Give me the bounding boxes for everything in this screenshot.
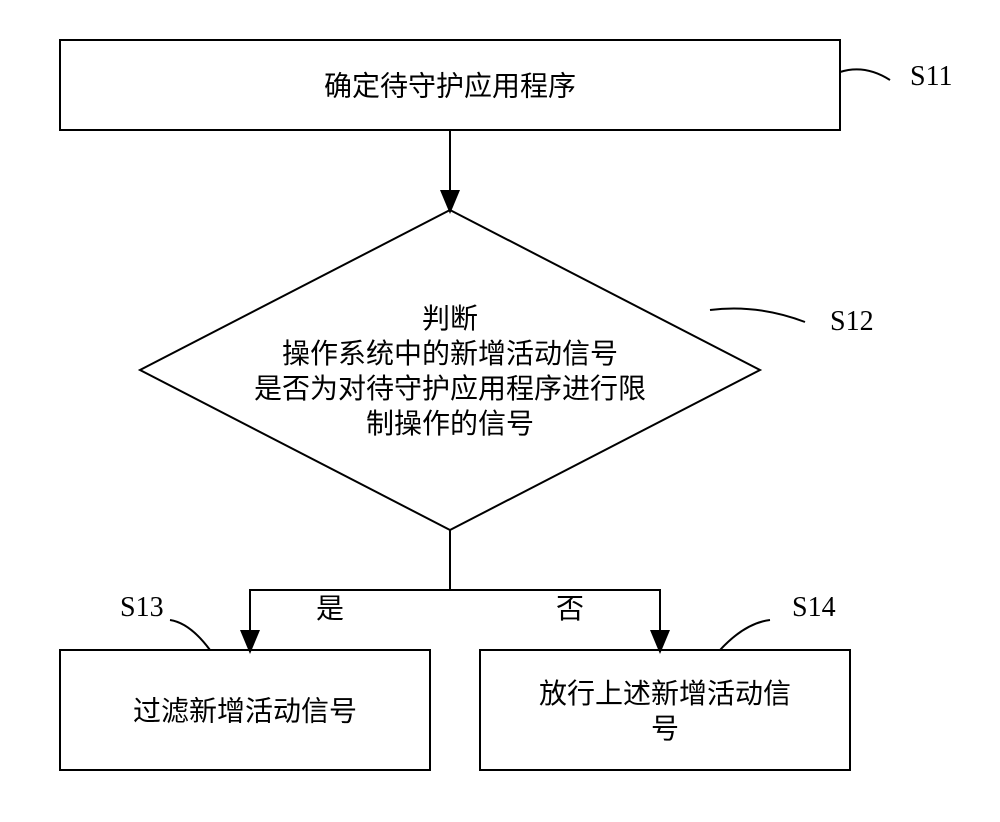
svg-text:号: 号 bbox=[651, 714, 679, 745]
svg-text:放行上述新增活动信: 放行上述新增活动信 bbox=[539, 678, 791, 710]
svg-text:确定待守护应用程序: 确定待守护应用程序 bbox=[324, 71, 576, 103]
node-s14: 放行上述新增活动信号 bbox=[480, 650, 850, 770]
svg-text:判断: 判断 bbox=[422, 303, 478, 335]
edge-label-3: 否 bbox=[556, 594, 584, 625]
svg-text:操作系统中的新增活动信号: 操作系统中的新增活动信号 bbox=[282, 338, 618, 370]
step-label-s12: S12 bbox=[830, 306, 874, 337]
step-label-s14: S14 bbox=[792, 592, 836, 623]
svg-text:制操作的信号: 制操作的信号 bbox=[366, 408, 534, 440]
svg-text:是否为对待守护应用程序进行限: 是否为对待守护应用程序进行限 bbox=[254, 373, 646, 405]
edge-2 bbox=[250, 590, 450, 650]
leader-s13 bbox=[170, 620, 210, 650]
leader-s14 bbox=[720, 620, 770, 650]
leader-s12 bbox=[710, 309, 805, 323]
node-s13: 过滤新增活动信号 bbox=[60, 650, 430, 770]
flowchart-diagram: 是否 确定待守护应用程序判断操作系统中的新增活动信号是否为对待守护应用程序进行限… bbox=[0, 0, 1000, 822]
node-s11: 确定待守护应用程序 bbox=[60, 40, 840, 130]
node-s12: 判断操作系统中的新增活动信号是否为对待守护应用程序进行限制操作的信号 bbox=[140, 210, 760, 530]
step-label-s11: S11 bbox=[910, 61, 953, 92]
leader-s11 bbox=[840, 69, 890, 80]
step-label-s13: S13 bbox=[120, 592, 164, 623]
edge-label-2: 是 bbox=[316, 594, 344, 625]
svg-text:过滤新增活动信号: 过滤新增活动信号 bbox=[133, 696, 357, 728]
